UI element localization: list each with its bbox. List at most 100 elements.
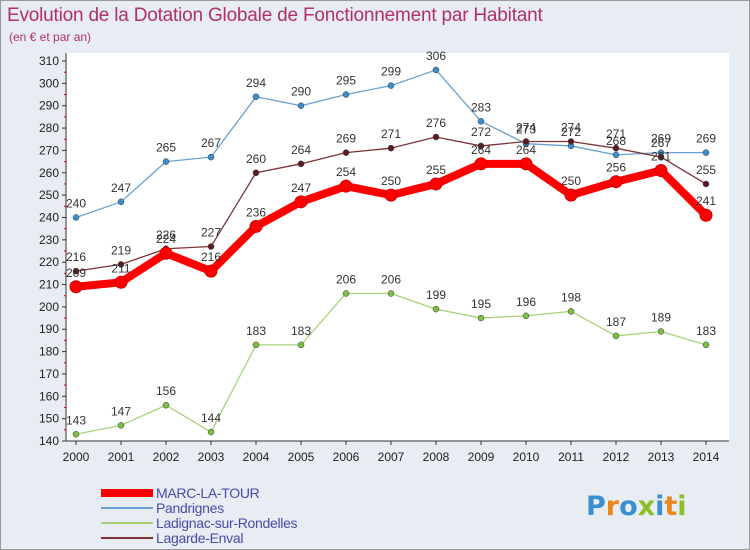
data-label-marc-la-tour: 236 xyxy=(246,205,266,219)
data-label-pandrignes: 294 xyxy=(246,76,266,90)
y-tick-label: 140 xyxy=(39,434,59,448)
data-point-pandrignes xyxy=(432,66,440,74)
legend-swatch-pandrignes xyxy=(101,507,153,509)
data-point-lagarde-enval xyxy=(72,267,80,275)
logo-letter: r xyxy=(605,491,620,522)
data-point-ladignac-sur-rondelles xyxy=(162,401,170,409)
data-point-ladignac-sur-rondelles xyxy=(387,290,395,297)
logo-letter: i xyxy=(655,491,665,522)
data-point-marc-la-tour xyxy=(384,188,398,202)
logo-letter: o xyxy=(619,491,638,522)
x-tick-label: 2005 xyxy=(288,450,315,464)
data-label-ladignac-sur-rondelles: 156 xyxy=(156,384,176,398)
data-label-marc-la-tour: 254 xyxy=(336,165,356,179)
data-label-ladignac-sur-rondelles: 147 xyxy=(111,404,131,418)
data-label-marc-la-tour: 209 xyxy=(66,266,86,280)
data-point-ladignac-sur-rondelles xyxy=(117,422,125,429)
y-tick-label: 240 xyxy=(39,210,59,224)
x-tick-label: 2012 xyxy=(603,450,630,464)
y-tick-label: 250 xyxy=(39,188,59,202)
y-tick-label: 200 xyxy=(39,300,59,314)
data-label-ladignac-sur-rondelles: 195 xyxy=(471,297,491,311)
data-label-pandrignes: 247 xyxy=(111,181,131,195)
data-point-lagarde-enval xyxy=(207,243,215,250)
data-point-marc-la-tour xyxy=(609,175,623,189)
logo-letter: x xyxy=(637,491,656,522)
data-point-ladignac-sur-rondelles xyxy=(612,332,620,340)
legend-swatch-ladignac xyxy=(101,522,153,524)
data-label-marc-la-tour: 216 xyxy=(201,250,221,264)
data-label-pandrignes: 306 xyxy=(426,49,446,63)
data-label-pandrignes: 283 xyxy=(471,100,491,114)
data-point-ladignac-sur-rondelles xyxy=(567,308,575,315)
data-label-lagarde-enval: 276 xyxy=(426,116,446,130)
data-label-marc-la-tour: 241 xyxy=(696,194,716,208)
data-point-marc-la-tour xyxy=(474,157,488,171)
x-tick-label: 2013 xyxy=(648,450,675,464)
data-point-lagarde-enval xyxy=(342,149,350,156)
logo-letter: i xyxy=(677,491,687,522)
legend-swatch-lagarde-enval xyxy=(101,537,153,539)
plot-area xyxy=(66,53,729,441)
data-label-pandrignes: 299 xyxy=(381,65,401,79)
data-label-lagarde-enval: 274 xyxy=(516,120,536,134)
legend-label: Lagarde-Enval xyxy=(156,530,244,546)
data-label-lagarde-enval: 274 xyxy=(561,120,581,134)
y-tick-label: 270 xyxy=(39,143,59,157)
data-point-pandrignes xyxy=(162,158,170,165)
data-label-ladignac-sur-rondelles: 206 xyxy=(336,272,356,286)
data-point-pandrignes xyxy=(702,149,710,156)
data-point-lagarde-enval xyxy=(612,144,620,152)
data-point-marc-la-tour xyxy=(249,219,263,233)
data-point-lagarde-enval xyxy=(297,160,305,168)
data-label-pandrignes: 290 xyxy=(291,85,311,99)
data-point-pandrignes xyxy=(612,151,620,159)
data-point-marc-la-tour xyxy=(204,264,218,278)
data-label-marc-la-tour: 211 xyxy=(111,261,130,275)
data-point-marc-la-tour xyxy=(114,275,128,289)
y-tick-label: 280 xyxy=(39,121,59,135)
data-label-marc-la-tour: 250 xyxy=(381,174,401,188)
data-point-ladignac-sur-rondelles xyxy=(297,341,305,349)
y-tick-label: 230 xyxy=(39,233,59,247)
data-label-marc-la-tour: 247 xyxy=(291,181,311,195)
data-label-ladignac-sur-rondelles: 206 xyxy=(381,272,401,286)
data-point-ladignac-sur-rondelles xyxy=(342,290,350,297)
data-point-marc-la-tour xyxy=(69,280,83,294)
legend-swatch-marc-la-tour xyxy=(101,489,153,497)
data-label-lagarde-enval: 271 xyxy=(606,127,626,141)
data-label-marc-la-tour: 224 xyxy=(156,232,176,246)
y-tick-label: 310 xyxy=(39,54,59,68)
data-label-marc-la-tour: 256 xyxy=(606,161,626,175)
y-tick-label: 210 xyxy=(39,278,59,292)
data-label-ladignac-sur-rondelles: 198 xyxy=(561,290,581,304)
logo-letter: t xyxy=(664,491,678,522)
data-point-lagarde-enval xyxy=(387,144,395,152)
data-label-pandrignes: 265 xyxy=(156,141,176,155)
chart-subtitle: (en € et par an) xyxy=(9,30,92,44)
data-point-pandrignes xyxy=(342,91,350,98)
y-tick-label: 180 xyxy=(39,345,59,359)
data-point-ladignac-sur-rondelles xyxy=(702,341,710,349)
y-tick-label: 290 xyxy=(39,99,59,113)
data-label-ladignac-sur-rondelles: 183 xyxy=(291,324,311,338)
x-tick-label: 2001 xyxy=(108,450,135,464)
data-point-lagarde-enval xyxy=(567,138,575,145)
data-label-marc-la-tour: 261 xyxy=(651,150,671,164)
y-tick-label: 220 xyxy=(39,255,59,269)
x-tick-label: 2006 xyxy=(333,450,360,464)
data-label-ladignac-sur-rondelles: 144 xyxy=(201,411,221,425)
data-label-lagarde-enval: 255 xyxy=(696,163,716,177)
data-point-pandrignes xyxy=(387,82,395,89)
data-label-lagarde-enval: 269 xyxy=(336,132,356,146)
data-label-pandrignes: 240 xyxy=(66,196,86,210)
data-label-ladignac-sur-rondelles: 196 xyxy=(516,295,536,309)
data-point-ladignac-sur-rondelles xyxy=(72,431,80,438)
data-point-marc-la-tour xyxy=(159,246,173,260)
y-tick-label: 150 xyxy=(39,412,59,426)
data-label-pandrignes: 267 xyxy=(201,136,221,150)
data-point-ladignac-sur-rondelles xyxy=(522,312,530,320)
data-point-lagarde-enval xyxy=(117,261,125,268)
y-tick-label: 190 xyxy=(39,322,59,336)
